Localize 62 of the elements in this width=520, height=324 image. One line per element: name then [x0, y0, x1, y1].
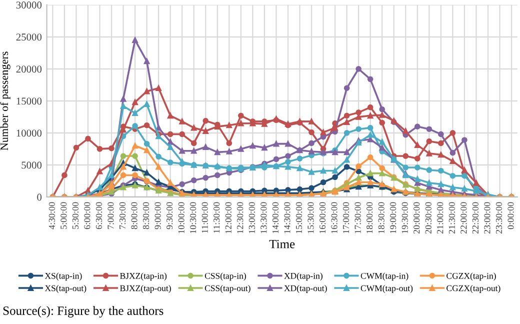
x-tick-label: 8:00:00 [131, 202, 138, 230]
y-tick-label: 15000 [16, 98, 42, 105]
x-tick-label: 5:30:00 [72, 202, 79, 229]
legend-label: XS(tap-in) [44, 272, 82, 281]
x-tick-label: 16:00:00 [319, 202, 326, 234]
legend-label: CGZX(tap-in) [446, 272, 496, 281]
x-tick-label: 22:30:00 [472, 202, 479, 234]
legend-label: CSS(tap-out) [204, 285, 250, 293]
x-tick-label: 21:30:00 [448, 202, 455, 234]
x-tick-label: 7:00:00 [108, 202, 114, 229]
x-tick-label: 9:30:00 [166, 202, 173, 230]
x-tick-label: 6:30:00 [96, 202, 102, 230]
x-tick-label: 16:30:00 [331, 202, 338, 234]
y-tick-label: 5000 [22, 162, 42, 169]
x-tick-label: 19:00:00 [390, 202, 396, 234]
x-tick-label: 14:00:00 [272, 202, 279, 234]
x-tick-label: 10:30:00 [190, 202, 196, 234]
x-tick-label: 12:30:00 [237, 202, 244, 234]
legend-label: XS(tap-out) [44, 285, 86, 293]
x-tick-label: 18:00:00 [366, 202, 373, 234]
x-tick-label: 10:00:00 [178, 202, 184, 234]
x-tick-label: 7:30:00 [119, 202, 126, 229]
x-tick-label: 17:00:00 [342, 202, 350, 234]
y-tick-label: 10000 [16, 130, 42, 137]
legend-label: BJXZ(tap-in) [120, 272, 167, 281]
legend-label: CSS(tap-in) [204, 272, 246, 281]
x-tick-label: 13:00:00 [248, 202, 255, 234]
x-tick-label: 12:00:00 [225, 202, 232, 234]
legend-label: XD(tap-in) [284, 272, 322, 281]
y-axis-title: Number of passengers [0, 52, 10, 150]
y-tick-label: 20000 [16, 66, 42, 73]
x-tick-label: 23:30:00 [496, 202, 502, 234]
legend-label: BJXZ(tap-out) [120, 285, 171, 293]
legend-label: CWM(tap-in) [360, 272, 408, 281]
x-tick-label: 20:00:00 [414, 202, 420, 234]
legend-label: CGZX(tap-out) [446, 285, 500, 293]
legend-label: CWM(tap-out) [360, 285, 413, 293]
x-tick-label: 18:30:00 [378, 202, 384, 234]
x-tick-label: 13:30:00 [260, 202, 267, 234]
source-note: Source(s): Figure by the authors [3, 306, 164, 318]
x-tick-label: 23:00:00 [484, 202, 490, 234]
x-tick-label: 15:00:00 [296, 202, 302, 234]
x-tick-label: 6:00:00 [84, 202, 90, 230]
x-tick-label: 11:30:00 [214, 202, 220, 233]
y-tick-label: 30000 [16, 2, 42, 9]
x-tick-label: 21:00:00 [437, 202, 444, 234]
x-tick-label: 4:30:00 [48, 202, 55, 230]
x-tick-label: 15:30:00 [308, 202, 314, 234]
x-tick-label: 0:00:00 [508, 202, 514, 230]
legend-label: XD(tap-out) [284, 285, 327, 293]
x-tick-label: 11:00:00 [202, 202, 208, 233]
x-tick-label: 14:30:00 [284, 202, 290, 234]
x-tick-label: 9:00:00 [154, 202, 161, 230]
x-tick-label: 20:30:00 [425, 202, 432, 234]
x-tick-label: 19:30:00 [402, 202, 408, 234]
x-tick-label: 17:30:00 [354, 202, 361, 234]
x-tick-label: 8:30:00 [142, 202, 150, 230]
x-tick-label: 22:00:00 [460, 202, 467, 234]
x-axis-title: Time [269, 240, 295, 248]
y-tick-label: 0 [37, 194, 42, 201]
y-tick-label: 25000 [16, 34, 42, 41]
x-tick-label: 5:00:00 [60, 202, 67, 229]
